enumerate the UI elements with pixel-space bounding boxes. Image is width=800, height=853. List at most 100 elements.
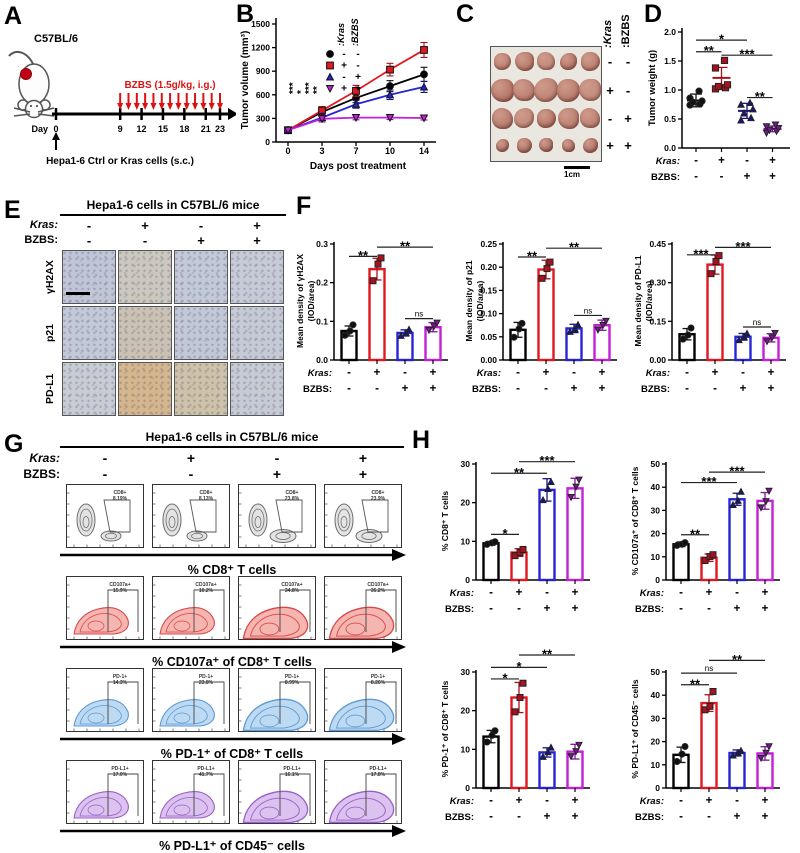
ihc-image [230, 250, 284, 304]
svg-text:0: 0 [655, 783, 660, 793]
svg-text:23: 23 [215, 124, 225, 134]
svg-text:8.26%: 8.26% [371, 680, 386, 686]
ihc-image [118, 362, 172, 416]
bzbs-sign: - [142, 233, 148, 248]
panel-letter-A: A [4, 2, 23, 30]
panel-letter-B: B [236, 0, 255, 28]
svg-text:0.45: 0.45 [649, 239, 666, 249]
svg-text:14: 14 [419, 146, 429, 156]
flow-plot-PD-L1: PD-L1+17.8% [324, 760, 402, 824]
tumor-volume-line-chart: 0 300 600 900 1200 1500 0 3 7 10 14 Days post treat… [240, 18, 436, 172]
svg-text:10: 10 [461, 536, 471, 546]
flow-x-axis-arrow [60, 641, 406, 653]
ihc-image [62, 250, 116, 304]
excised-tumors-photo [490, 46, 602, 162]
svg-text:Day: Day [31, 124, 48, 134]
svg-text:10: 10 [651, 552, 661, 562]
svg-text:-: - [517, 603, 521, 615]
svg-text:-: - [516, 383, 520, 395]
svg-text:-: - [356, 49, 359, 60]
svg-text:900: 900 [256, 66, 270, 76]
svg-text:20: 20 [651, 737, 661, 747]
panel-H-tcell-charts: H 0 10 20 30 * ** *** Kras: BZBS: - - + - - + + +% CD8⁺ … [412, 422, 800, 853]
svg-text:+: + [599, 367, 606, 379]
svg-text:17.0%: 17.0% [113, 772, 128, 778]
svg-text:Kras:: Kras: [450, 796, 474, 807]
flow-kras-sign: + [186, 450, 196, 466]
svg-text:+: + [402, 383, 409, 395]
svg-text:Kras:: Kras: [477, 368, 501, 379]
svg-text:-: - [685, 383, 689, 395]
ihc-header: Hepa1-6 cells in C57BL/6 mice [86, 198, 260, 212]
flow-x-axis-arrow [60, 549, 406, 561]
ihc-row-label: p21 [44, 323, 56, 343]
svg-text:+: + [430, 367, 437, 379]
svg-text:30: 30 [651, 505, 661, 515]
panel-letter-H: H [412, 426, 431, 454]
svg-text:-: - [713, 383, 717, 395]
svg-text:20: 20 [651, 529, 661, 539]
svg-text:30: 30 [651, 713, 661, 723]
svg-text:-: - [694, 171, 698, 183]
svg-text:-: - [679, 795, 683, 807]
svg-text:0.1: 0.1 [316, 316, 328, 326]
svg-text:-: - [489, 795, 493, 807]
svg-text:-: - [516, 367, 520, 379]
flow-bzbs-sign: - [188, 466, 194, 482]
svg-text:+: + [734, 603, 741, 615]
ihc-row-label: γH2AX [44, 260, 56, 294]
svg-text:17.8%: 17.8% [371, 772, 386, 778]
svg-text:0.20: 0.20 [480, 262, 497, 272]
svg-text:0.2: 0.2 [316, 278, 328, 288]
tumor-blob [536, 108, 556, 128]
svg-text:-: - [679, 603, 683, 615]
panel-letter-D: D [644, 0, 663, 28]
svg-text:+: + [571, 383, 578, 395]
svg-text:0: 0 [53, 124, 58, 134]
svg-text:8.19%: 8.19% [113, 496, 128, 502]
svg-text:18: 18 [179, 124, 189, 134]
svg-text:+: + [544, 811, 551, 823]
svg-text:-: - [544, 383, 548, 395]
svg-text:BZBS:: BZBS: [445, 812, 474, 823]
tumor-blob [537, 52, 555, 70]
svg-text:-: - [720, 171, 724, 183]
svg-text:ns: ns [584, 306, 592, 315]
svg-text:34.8%: 34.8% [285, 588, 300, 594]
svg-text:20: 20 [461, 706, 471, 716]
svg-text:10: 10 [461, 744, 471, 754]
flow-plot-CD107a: CD107a+34.8% [238, 576, 316, 640]
ihc-image [62, 362, 116, 416]
svg-text:600: 600 [256, 90, 270, 100]
svg-text:Kras:: Kras: [646, 368, 670, 379]
svg-text:+: + [762, 587, 769, 599]
svg-text:-: - [375, 383, 379, 395]
svg-text:ns: ns [705, 664, 713, 673]
svg-text:+: + [355, 72, 361, 83]
svg-text:PD-1+: PD-1+ [113, 674, 127, 680]
svg-text:Tumor volume (mm³): Tumor volume (mm³) [240, 31, 251, 130]
svg-text:-: - [685, 367, 689, 379]
panel-letter-F: F [296, 192, 312, 220]
kras-row-label: Kras: [29, 219, 58, 231]
condition-sign: + [606, 138, 614, 153]
svg-text:0: 0 [655, 575, 660, 585]
svg-text:0.3: 0.3 [316, 239, 328, 249]
flow-x-axis-arrow [60, 825, 406, 837]
svg-text:BZBS:: BZBS: [635, 604, 664, 615]
svg-text:-: - [694, 155, 698, 167]
svg-text:-: - [741, 367, 745, 379]
flow-plot-CD8: CD8+8.19% [66, 484, 144, 548]
svg-text:-: - [342, 72, 345, 83]
svg-text:***: *** [739, 47, 755, 62]
flow-kras-sign: + [358, 450, 368, 466]
flow-bzbs-sign: + [272, 466, 282, 482]
kras-sign: + [141, 218, 149, 233]
svg-text:C57BL/6: C57BL/6 [34, 33, 78, 45]
tumor-blob [514, 51, 534, 71]
svg-text:0: 0 [465, 783, 470, 793]
svg-text:40: 40 [651, 482, 661, 492]
